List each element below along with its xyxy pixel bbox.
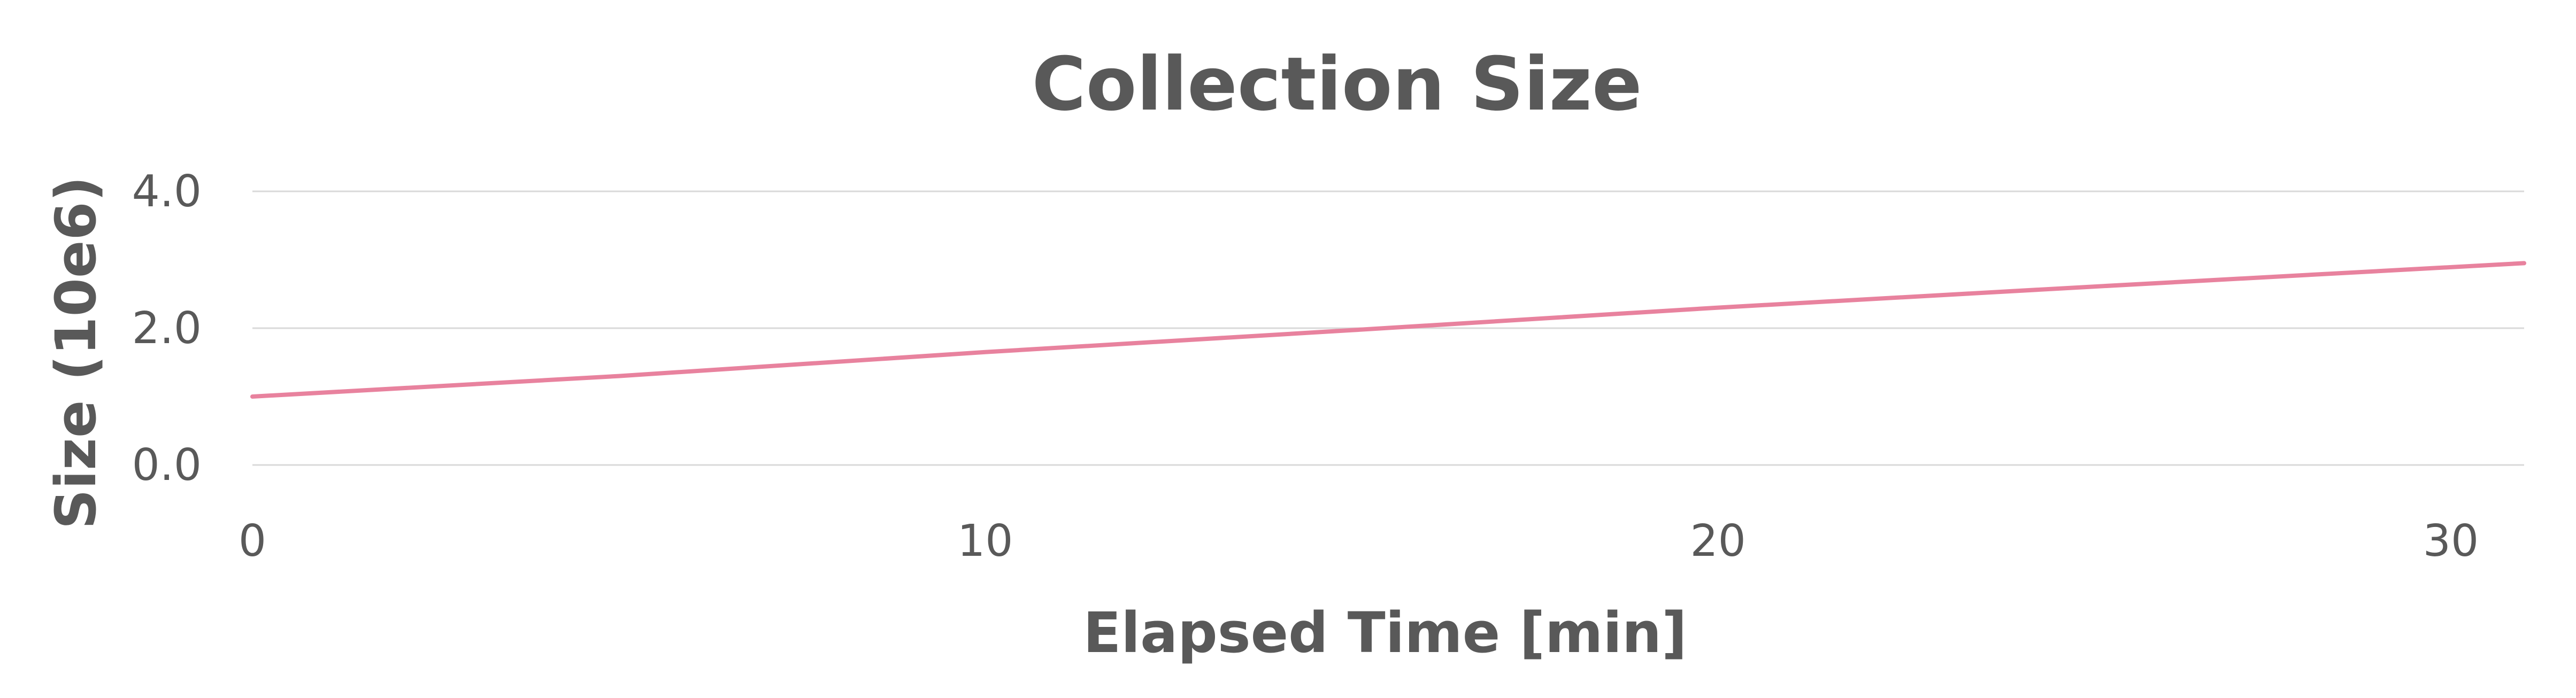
series-layer: [250, 261, 2526, 399]
y-tick-label: 0.0: [132, 440, 202, 491]
x-tick-label: 0: [239, 516, 266, 567]
series-line: [250, 261, 2526, 399]
x-tick-label: 20: [1690, 516, 1745, 567]
y-axis-label: Size (10e6): [43, 176, 109, 530]
y-tick-label: 4.0: [132, 166, 202, 217]
y-tick-label: 2.0: [132, 303, 202, 354]
x-axis-ticks: 0 10 20 30: [239, 516, 2479, 567]
y-axis-ticks: 0.0 2.0 4.0: [132, 166, 202, 491]
chart-title: Collection Size: [1032, 41, 1642, 127]
x-tick-label: 10: [957, 516, 1013, 567]
x-tick-label: 30: [2423, 516, 2479, 567]
x-axis-label: Elapsed Time [min]: [1083, 600, 1687, 665]
